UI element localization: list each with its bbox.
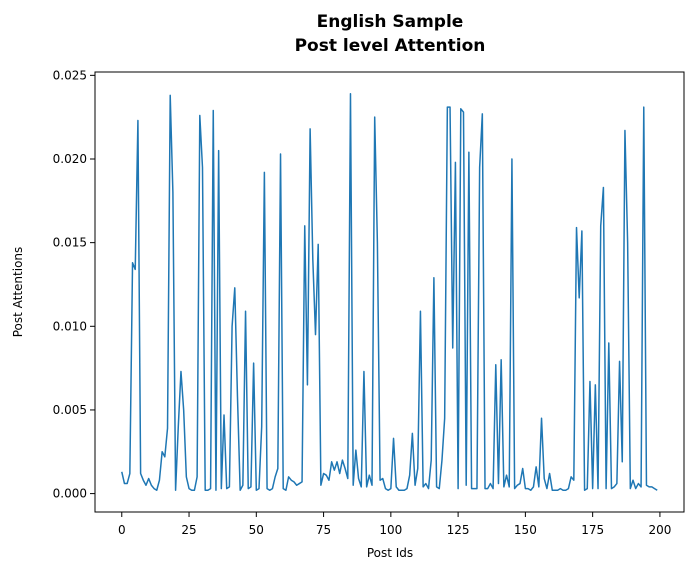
x-tick-label: 0	[118, 523, 126, 537]
y-tick-label: 0.015	[53, 236, 87, 250]
x-tick-label: 100	[379, 523, 402, 537]
y-axis-label: Post Attentions	[11, 247, 25, 338]
y-tick-label: 0.025	[53, 68, 87, 82]
x-tick-label: 50	[249, 523, 264, 537]
plot-frame	[94, 71, 685, 513]
x-axis-label: Post Ids	[367, 546, 413, 560]
chart-subtitle: Post level Attention	[295, 36, 486, 56]
chart-title: English Sample	[317, 12, 464, 32]
x-tick-label: 150	[514, 523, 537, 537]
x-tick-label: 75	[316, 523, 331, 537]
y-tick-label: 0.010	[53, 319, 87, 333]
y-tick-label: 0.005	[53, 403, 87, 417]
data-line	[121, 93, 658, 491]
y-tick-label: 0.020	[53, 152, 87, 166]
x-tick-label: 175	[581, 523, 604, 537]
x-tick-label: 125	[447, 523, 470, 537]
y-tick-label: 0.000	[53, 487, 87, 501]
x-tick-label: 200	[648, 523, 671, 537]
x-tick-label: 25	[181, 523, 196, 537]
